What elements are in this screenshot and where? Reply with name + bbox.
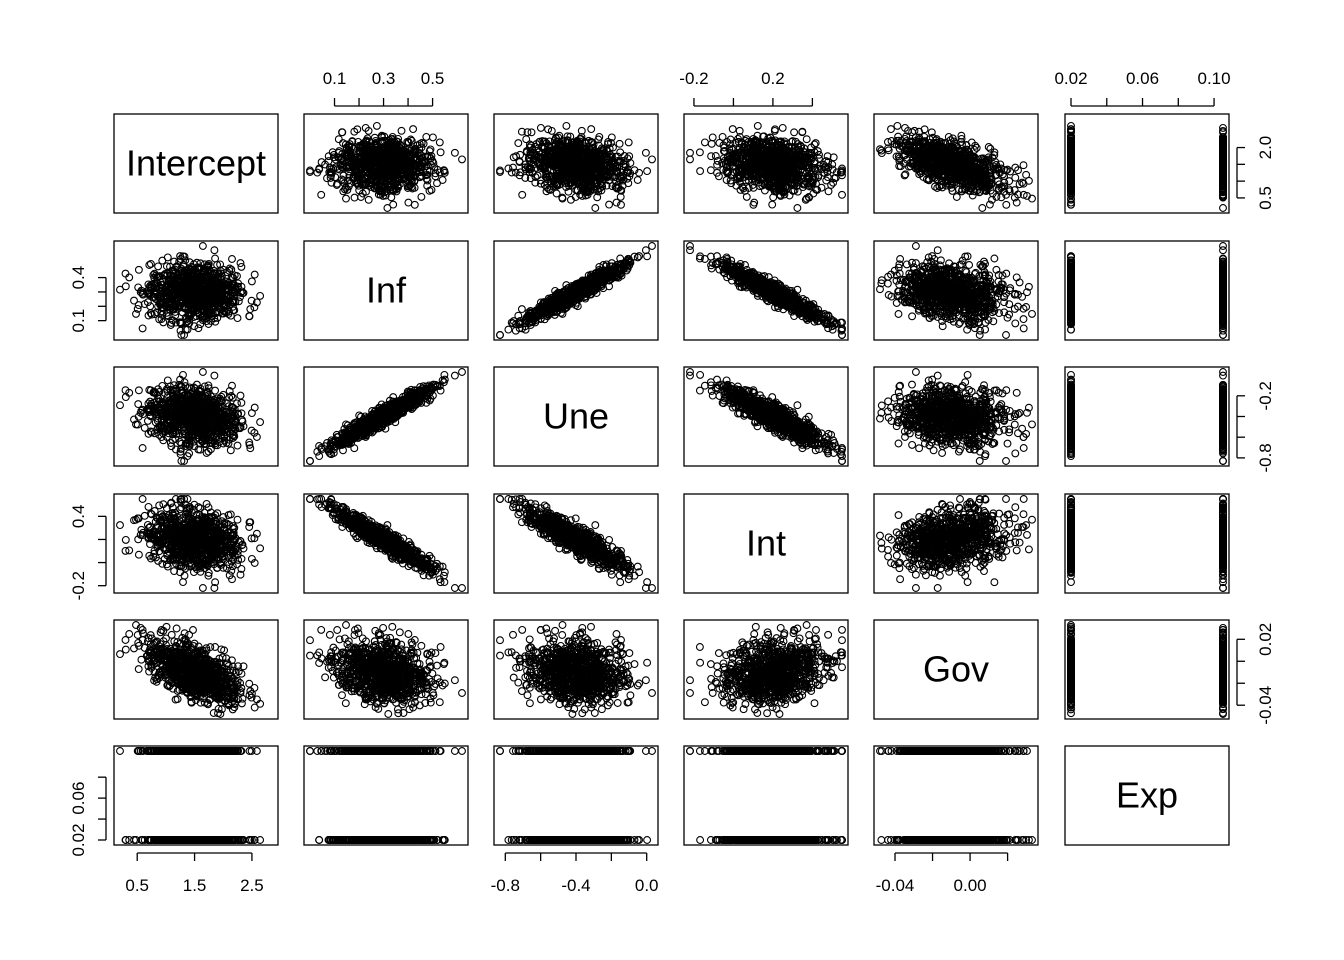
data-point [318, 191, 325, 198]
data-point [430, 134, 437, 141]
data-point [436, 139, 443, 146]
data-point [909, 129, 916, 136]
scatter-intercept-vs-gov [877, 123, 1036, 212]
data-point [644, 168, 651, 175]
data-point [779, 125, 786, 132]
data-point [708, 153, 715, 160]
data-point [374, 123, 381, 130]
data-point [343, 195, 350, 202]
data-point [1026, 177, 1033, 184]
data-point [1020, 162, 1027, 169]
data-point [769, 201, 776, 208]
variable-label-intercept: Intercept [126, 143, 266, 184]
data-point [729, 126, 736, 133]
data-point [517, 151, 524, 158]
data-point [423, 134, 430, 141]
data-point [398, 127, 405, 134]
data-point [335, 136, 342, 143]
scatter-intercept-vs-int [687, 123, 846, 212]
data-point [452, 149, 459, 156]
data-point [825, 188, 832, 195]
data-point [459, 156, 466, 163]
data-point [405, 199, 412, 206]
data-point [606, 201, 613, 208]
scatter-intercept-vs-inf [307, 123, 466, 212]
data-point [365, 196, 372, 203]
data-point [626, 153, 633, 160]
data-point [888, 126, 895, 133]
data-point [687, 156, 694, 163]
data-point [418, 194, 425, 201]
data-point [803, 136, 810, 143]
data-point [791, 129, 798, 136]
scatter-intercept-vs-exp [1068, 123, 1227, 212]
data-point [625, 139, 632, 146]
panel-frame-intercept-exp [1065, 114, 1229, 213]
data-point [523, 136, 530, 143]
data-point [1220, 205, 1227, 212]
data-point [410, 126, 417, 133]
data-point [384, 205, 391, 212]
data-point [979, 205, 986, 212]
data-point [563, 123, 570, 130]
scatter-intercept-vs-une [497, 123, 656, 212]
data-point [708, 167, 715, 174]
data-point [616, 140, 623, 147]
data-point [702, 139, 709, 146]
data-point [709, 134, 716, 141]
data-point [839, 191, 846, 198]
data-point [794, 205, 801, 212]
data-point [437, 149, 444, 156]
data-point [1003, 201, 1010, 208]
data-point [411, 201, 418, 208]
data-point [754, 123, 761, 130]
data-point [634, 177, 641, 184]
data-point [985, 144, 992, 151]
data-point [687, 149, 694, 156]
data-point [708, 140, 715, 147]
data-point [697, 168, 704, 175]
data-point [351, 194, 358, 201]
data-point [434, 180, 441, 187]
data-point [538, 125, 545, 132]
data-point [515, 140, 522, 147]
data-point [592, 205, 599, 212]
data-point [643, 149, 650, 156]
data-point [519, 191, 526, 198]
data-point [894, 123, 901, 130]
data-point [953, 194, 960, 201]
data-point [697, 149, 704, 156]
data-point [339, 129, 346, 136]
data-point [649, 156, 656, 163]
data-point [588, 126, 595, 133]
